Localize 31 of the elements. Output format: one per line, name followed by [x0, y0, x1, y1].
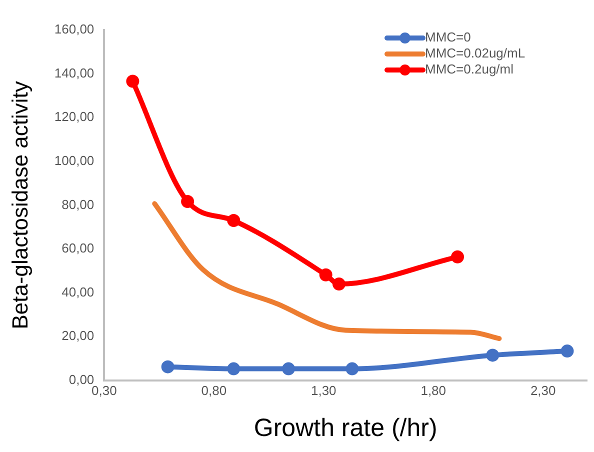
x-tick-label: 2,30 — [530, 382, 556, 398]
y-tick-label: 120,00 — [54, 109, 94, 124]
point — [486, 348, 500, 362]
x-tick-label: 1,80 — [420, 382, 446, 398]
y-tick-label: 100,00 — [54, 152, 94, 168]
point — [126, 74, 140, 88]
legend-label: MMC=0.2ug/ml — [425, 62, 514, 77]
y-tick-label: 20,00 — [62, 328, 94, 344]
y-tick-label: 160,00 — [54, 22, 94, 37]
y-tick-label: 40,00 — [62, 284, 94, 300]
legend-label: MMC=0.02ug/mL — [425, 46, 526, 61]
point — [451, 250, 464, 264]
point — [282, 362, 296, 376]
y-axis-title: Beta-glactosidase activity — [7, 81, 32, 330]
point — [227, 362, 240, 376]
legend-label: MMC=0 — [425, 30, 471, 45]
x-tick-label: 1,30 — [310, 382, 336, 398]
point — [319, 268, 332, 282]
y-tick-label: 0,00 — [68, 372, 94, 387]
point — [332, 278, 346, 291]
point — [346, 362, 359, 376]
x-axis-title: Growth rate (/hr) — [254, 414, 438, 442]
x-tick-label: 0,30 — [92, 382, 117, 398]
y-tick-label: 140,00 — [54, 65, 94, 80]
x-tick-label: 0,80 — [201, 382, 227, 398]
point — [181, 194, 194, 208]
y-tick-label: 60,00 — [62, 240, 94, 256]
point — [560, 344, 574, 358]
y-tick-label: 80,00 — [62, 196, 94, 212]
point — [161, 360, 174, 374]
point — [227, 214, 240, 228]
